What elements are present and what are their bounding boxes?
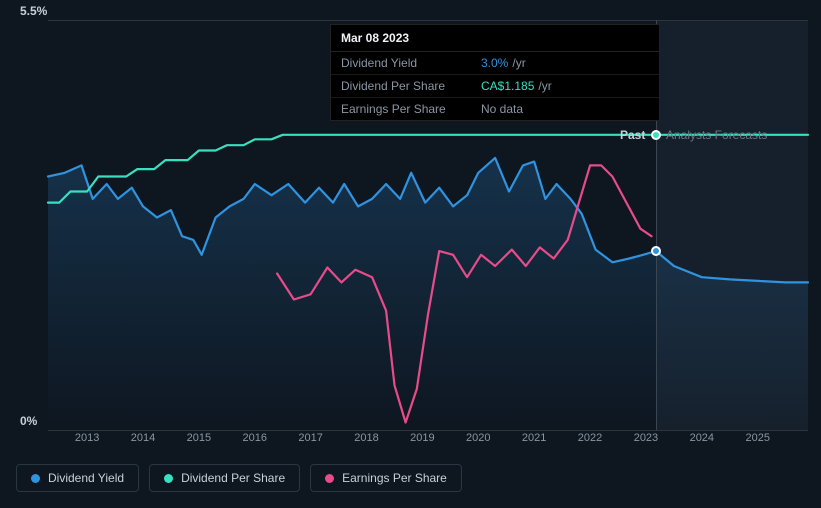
tooltip-unit: /yr xyxy=(512,56,525,70)
tooltip-key: Earnings Per Share xyxy=(341,102,481,116)
forecast-label: Analysts Forecasts xyxy=(666,128,767,142)
tooltip-value: 3.0%/yr xyxy=(481,56,526,70)
x-tick-label: 2017 xyxy=(298,432,322,444)
tooltip-row: Dividend Per ShareCA$1.185/yr xyxy=(331,75,659,98)
x-tick-label: 2019 xyxy=(410,432,434,444)
y-gridline xyxy=(48,430,808,431)
tooltip-key: Dividend Per Share xyxy=(341,79,481,93)
y-tick-label: 0% xyxy=(20,414,37,428)
x-tick-label: 2014 xyxy=(131,432,155,444)
legend-dot-icon xyxy=(325,474,334,483)
chart-legend: Dividend Yield Dividend Per Share Earnings… xyxy=(16,464,462,492)
legend-label: Dividend Per Share xyxy=(181,471,285,485)
x-tick-label: 2016 xyxy=(243,432,267,444)
x-tick-label: 2021 xyxy=(522,432,546,444)
legend-dot-icon xyxy=(31,474,40,483)
x-tick-label: 2024 xyxy=(690,432,714,444)
series-marker-dividend_yield xyxy=(651,246,661,256)
tooltip-row: Earnings Per ShareNo data xyxy=(331,98,659,120)
tooltip-unit: /yr xyxy=(538,79,551,93)
x-tick-label: 2020 xyxy=(466,432,490,444)
legend-item-earnings_per_share[interactable]: Earnings Per Share xyxy=(310,464,462,492)
tooltip-value: No data xyxy=(481,102,527,116)
x-tick-label: 2023 xyxy=(634,432,658,444)
legend-label: Earnings Per Share xyxy=(342,471,447,485)
chart-container: 0% 5.5% 2013 2014 2015 2016 2017 2018 2019 2020 2… xyxy=(0,0,821,508)
x-tick-label: 2018 xyxy=(354,432,378,444)
series-marker-dividend_per_share xyxy=(651,130,661,140)
tooltip-date: Mar 08 2023 xyxy=(331,25,659,52)
legend-item-dividend_per_share[interactable]: Dividend Per Share xyxy=(149,464,300,492)
tooltip-key: Dividend Yield xyxy=(341,56,481,70)
past-label: Past xyxy=(620,128,645,142)
tooltip-row: Dividend Yield3.0%/yr xyxy=(331,52,659,75)
legend-item-dividend_yield[interactable]: Dividend Yield xyxy=(16,464,139,492)
x-tick-label: 2013 xyxy=(75,432,99,444)
x-tick-label: 2022 xyxy=(578,432,602,444)
y-tick-label: 5.5% xyxy=(20,4,47,18)
legend-label: Dividend Yield xyxy=(48,471,124,485)
tooltip-value: CA$1.185/yr xyxy=(481,79,552,93)
chart-tooltip: Mar 08 2023 Dividend Yield3.0%/yrDividen… xyxy=(330,24,660,121)
x-tick-label: 2025 xyxy=(745,432,769,444)
legend-dot-icon xyxy=(164,474,173,483)
x-tick-label: 2015 xyxy=(187,432,211,444)
series-line-dividend_per_share xyxy=(48,135,808,203)
